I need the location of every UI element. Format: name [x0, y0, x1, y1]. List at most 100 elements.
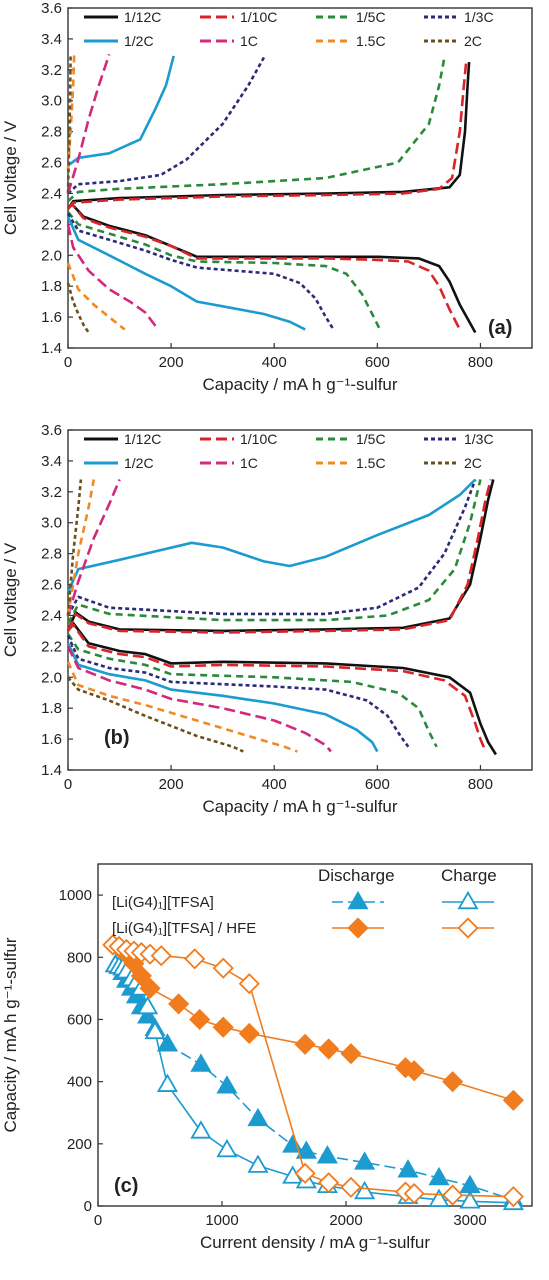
y-tick-label: 1.4 — [41, 762, 62, 779]
plot-frame — [97, 863, 533, 1207]
series-li-g4-tfsa-hfe-discharge-point — [238, 1022, 260, 1045]
series-li-g4-tfsa-hfe-charge-point — [150, 945, 172, 967]
y-tick-label: 1.8 — [41, 278, 62, 295]
x-tick-label: 0 — [64, 354, 72, 371]
series-li-g4-tfsa-charge-point — [190, 1120, 212, 1139]
series-1-12C-discharge-line — [67, 203, 477, 334]
series-li-g4-tfsa-hfe-charge-point — [403, 1182, 425, 1205]
series-1-5C-charge-line — [66, 479, 482, 624]
y-tick-label: 1.4 — [41, 340, 62, 357]
legend-marker-li-g4-tfsa-hfe-charge — [457, 917, 479, 939]
chart-panel-c: 0 1000 2000 3000 0 200 400 600 800 1000 Current de… — [1, 863, 533, 1252]
y-tick-label: 1.6 — [41, 731, 62, 748]
y-tick-label: 1.6 — [41, 309, 62, 326]
y-tick-label: 2.8 — [41, 124, 62, 141]
y-tick-label: 1000 — [59, 887, 92, 904]
series-1-10C-charge-line — [66, 479, 493, 634]
series-1-5C-discharge-line — [66, 211, 382, 331]
legend-label-1-2C: 1/2C — [124, 33, 154, 49]
legend-label-1C: 1C — [240, 33, 258, 49]
x-axis-title: Current density / mA g⁻¹-sulfur — [200, 1233, 430, 1252]
series-1-12C-discharge-line — [66, 621, 498, 756]
legend-row-label-2: [Li(G4)₁][TFSA] / HFE — [112, 920, 256, 937]
series-1-12C-charge-line — [66, 479, 495, 633]
panel-label: (b) — [104, 727, 130, 749]
series-li-g4-tfsa-hfe-charge-point — [340, 1176, 362, 1198]
y-tick-label: 3.0 — [41, 515, 62, 532]
y-tick-label: 2.6 — [41, 155, 62, 172]
y-tick-label: 2.0 — [41, 669, 62, 686]
series-1C-discharge-line — [66, 645, 332, 753]
series-li-g4-tfsa-charge-point — [354, 1180, 376, 1200]
series-1-3C-discharge-line — [66, 212, 335, 331]
y-tick-label: 2.2 — [41, 216, 62, 233]
series-1C-discharge-line — [66, 224, 160, 331]
legend-label-1C: 1C — [240, 455, 258, 471]
legend-label-2C: 2C — [464, 33, 482, 49]
series-li-g4-tfsa-discharge-point — [428, 1166, 450, 1186]
x-axis-title: Capacity / mA h g⁻¹-sulfur — [202, 375, 397, 394]
series-li-g4-tfsa-discharge-point — [190, 1053, 212, 1072]
legend-marker-li-g4-tfsa-discharge — [347, 890, 369, 910]
series-li-g4-tfsa-charge-point — [216, 1138, 238, 1158]
y-tick-label: 3.6 — [41, 0, 62, 17]
series-1C-charge-line — [66, 53, 111, 194]
series-li-g4-tfsa-hfe-discharge-point — [340, 1043, 362, 1065]
plot-frame — [67, 429, 533, 771]
legend-marker-li-g4-tfsa-charge — [457, 890, 479, 910]
y-tick-label: 3.2 — [41, 62, 62, 79]
legend-label-1-12C: 1/12C — [124, 9, 161, 25]
legend-label-1-5C: 1/5C — [356, 9, 386, 25]
series-li-g4-tfsa-hfe-charge-point — [294, 1162, 316, 1184]
series-li-g4-tfsa-discharge-point — [282, 1134, 304, 1153]
legend-label-1-2C: 1/2C — [124, 455, 154, 471]
y-tick-label: 3.2 — [41, 484, 62, 501]
series-1C-charge-line — [66, 478, 121, 616]
series-li-g4-tfsa-discharge-point — [247, 1107, 269, 1127]
series-li-g4-tfsa-hfe-discharge-point — [139, 977, 161, 999]
series-1-10C-discharge-line — [67, 623, 487, 753]
legend-row-label-1: [Li(G4)₁][TFSA] — [112, 894, 214, 911]
series-li-g4-tfsa-discharge-point — [137, 1005, 159, 1024]
series-1-5C-discharge-line — [66, 262, 126, 331]
series-li-g4-tfsa-hfe-discharge-point — [212, 1016, 234, 1038]
series-li-g4-tfsa-hfe-charge-point — [502, 1186, 524, 1208]
series-li-g4-tfsa-hfe-charge-point — [184, 948, 206, 970]
series-li-g4-tfsa-charge-point — [144, 1020, 166, 1040]
series-1-2C-discharge-line — [66, 642, 379, 753]
y-tick-label: 2.6 — [41, 577, 62, 594]
legend-label-1-5C: 1.5C — [356, 33, 386, 49]
y-tick-label: 2.8 — [41, 546, 62, 563]
y-tick-label: 200 — [67, 1136, 92, 1153]
legend-header-charge: Charge — [441, 866, 497, 885]
series-li-g4-tfsa-charge-point — [247, 1154, 269, 1173]
x-tick-label: 600 — [365, 776, 390, 793]
x-tick-label: 0 — [94, 1212, 102, 1229]
series-2C-discharge-line — [67, 676, 244, 753]
x-tick-label: 1000 — [205, 1212, 238, 1229]
series-li-g4-tfsa-hfe-discharge-point — [168, 993, 190, 1015]
x-tick-label: 400 — [262, 354, 287, 371]
series-li-g4-tfsa-discharge-point — [316, 1145, 338, 1164]
y-axis-title: Cell voltage / V — [1, 542, 20, 657]
series-1-5C-discharge-line — [66, 661, 298, 753]
y-tick-label: 3.4 — [41, 31, 62, 48]
y-tick-label: 3.0 — [41, 93, 62, 110]
series-li-g4-tfsa-charge-point — [156, 1073, 178, 1092]
y-tick-label: 400 — [67, 1074, 92, 1091]
series-1-5C-charge-line — [66, 479, 96, 616]
y-tick-label: 2.4 — [41, 607, 62, 624]
series-li-g4-tfsa-hfe-discharge-point — [403, 1060, 425, 1082]
series-li-g4-tfsa-hfe-charge-line — [112, 944, 514, 1198]
y-axis-title: Capacity / mA h g⁻¹-sulfur — [1, 937, 20, 1132]
series-li-g4-tfsa-charge-point — [428, 1188, 450, 1207]
x-tick-label: 800 — [468, 354, 493, 371]
y-tick-label: 2.0 — [41, 247, 62, 264]
y-tick-label: 3.4 — [41, 453, 62, 470]
series-1-5C-discharge-line — [66, 633, 438, 748]
series-li-g4-tfsa-charge-point — [459, 1190, 481, 1209]
x-tick-label: 600 — [365, 354, 390, 371]
series-1-10C-charge-line — [67, 63, 468, 210]
y-tick-label: 0 — [84, 1198, 92, 1215]
legend-label-1-3C: 1/3C — [464, 9, 494, 25]
